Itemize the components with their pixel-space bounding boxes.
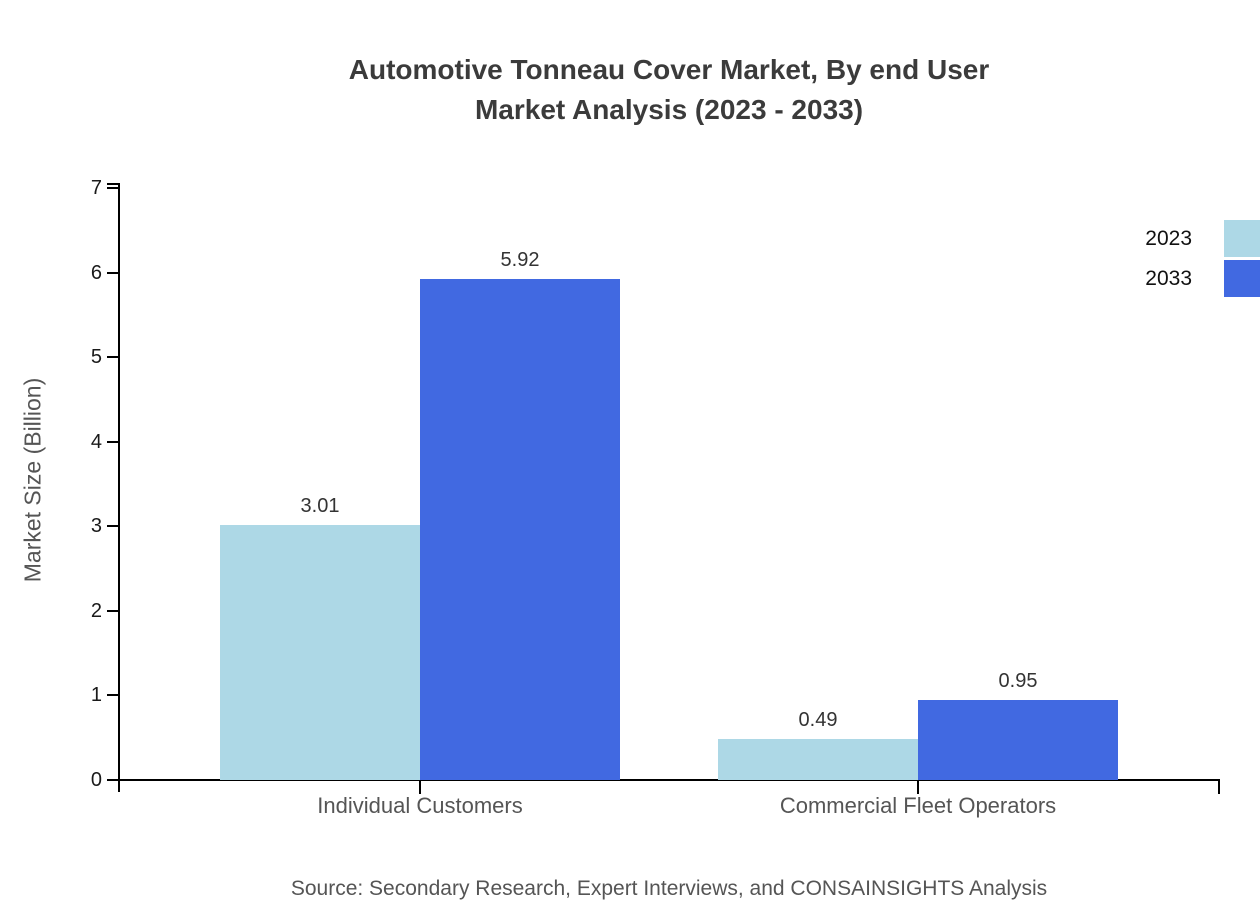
value-label-2033-commercial-fleet-operators: 0.95 bbox=[998, 669, 1038, 692]
legend-item-2023[interactable]: 2023 bbox=[1145, 220, 1260, 257]
x-axis-end-cap bbox=[1218, 780, 1220, 794]
chart-title-line2: Market Analysis (2023 - 2033) bbox=[474, 94, 864, 125]
value-label-2033-individual-customers: 5.92 bbox=[500, 249, 540, 272]
y-axis-tick bbox=[107, 525, 118, 528]
bar-2033-commercial-fleet-operators[interactable] bbox=[918, 699, 1118, 780]
y-axis-tick bbox=[107, 609, 118, 612]
y-axis-tick-label: 4 bbox=[90, 430, 102, 453]
y-axis-line bbox=[118, 183, 120, 792]
source-note: Source: Secondary Research, Expert Inter… bbox=[290, 877, 1048, 900]
y-axis-tick bbox=[107, 271, 118, 274]
legend-swatch-2023 bbox=[1224, 220, 1260, 257]
y-axis-tick-label: 0 bbox=[90, 769, 102, 791]
legend: 2023 2033 bbox=[1145, 220, 1260, 300]
chart-title-line1: Automotive Tonneau Cover Market, By end … bbox=[348, 54, 990, 85]
y-axis-tick bbox=[107, 356, 118, 359]
y-axis-tick-label: 2 bbox=[90, 599, 102, 622]
legend-label-2023: 2023 bbox=[1145, 226, 1192, 250]
bar-2033-individual-customers[interactable] bbox=[420, 279, 620, 780]
value-label-2023-commercial-fleet-operators: 0.49 bbox=[798, 708, 838, 731]
value-label-2023-individual-customers: 3.01 bbox=[300, 495, 340, 518]
x-axis-line bbox=[118, 779, 1220, 781]
legend-item-2033[interactable]: 2033 bbox=[1145, 260, 1260, 297]
y-axis-tick bbox=[107, 440, 118, 443]
category-label-individual-customers: Individual Customers bbox=[317, 793, 523, 818]
x-axis-tick bbox=[419, 780, 421, 794]
y-axis-tick bbox=[107, 779, 118, 781]
x-axis-tick bbox=[917, 780, 919, 794]
y-axis-top-cap bbox=[107, 183, 120, 185]
legend-swatch-2033 bbox=[1224, 260, 1260, 297]
bar-2023-individual-customers[interactable] bbox=[220, 525, 420, 780]
y-axis-tick-label: 6 bbox=[90, 261, 102, 284]
chart-title: Automotive Tonneau Cover Market, By end … bbox=[118, 50, 1220, 130]
y-axis-tick-label: 7 bbox=[90, 177, 102, 199]
y-axis-tick bbox=[107, 694, 118, 697]
bar-2023-commercial-fleet-operators[interactable] bbox=[718, 738, 918, 780]
category-label-commercial-fleet-operators: Commercial Fleet Operators bbox=[779, 793, 1057, 818]
y-axis-tick-label: 3 bbox=[90, 515, 102, 538]
y-axis-tick-label: 1 bbox=[90, 684, 102, 707]
y-axis-title: Market Size (Billion) bbox=[19, 377, 46, 583]
legend-label-2033: 2033 bbox=[1145, 266, 1192, 290]
y-axis-tick bbox=[107, 187, 118, 189]
y-axis-tick-label: 5 bbox=[90, 346, 102, 369]
